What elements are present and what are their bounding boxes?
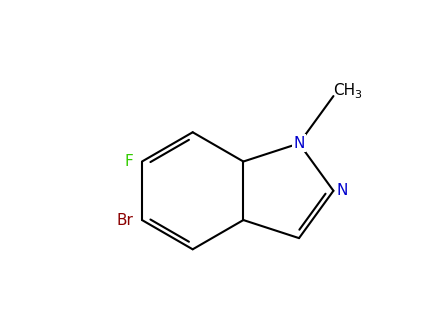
Text: N: N: [293, 136, 305, 151]
Text: 3: 3: [354, 90, 361, 100]
Text: Br: Br: [116, 213, 133, 228]
Text: CH: CH: [333, 83, 355, 98]
Text: N: N: [336, 183, 348, 198]
Text: F: F: [124, 154, 133, 169]
